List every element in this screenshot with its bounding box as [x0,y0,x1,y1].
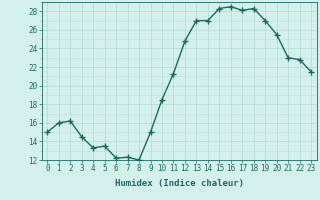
X-axis label: Humidex (Indice chaleur): Humidex (Indice chaleur) [115,179,244,188]
